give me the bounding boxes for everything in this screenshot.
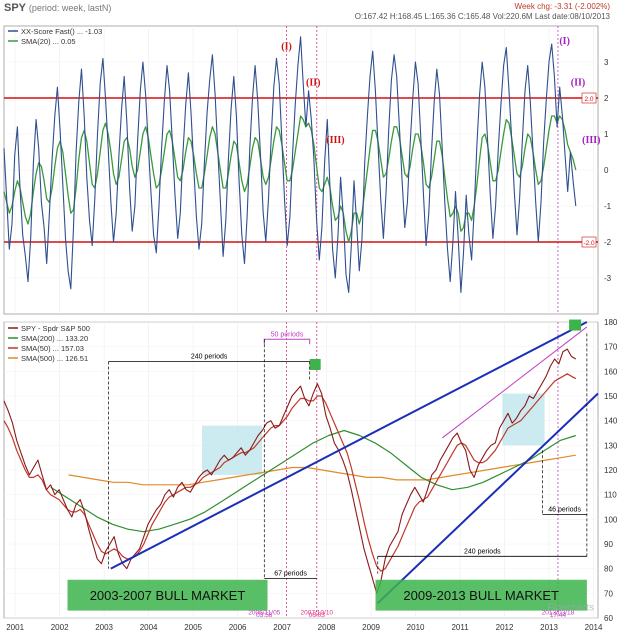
legend-entry: SMA(20) ... 0.05 [21, 37, 76, 46]
legend-entry: SPY - Spdr S&P 500 [21, 324, 90, 333]
trendline-lower [377, 392, 599, 604]
x-tick-label: 2009 [362, 623, 380, 632]
top-y-tick-label: 3 [604, 58, 609, 67]
wave-annotation: (III) [582, 135, 600, 146]
trendline-channel [441, 326, 588, 439]
span-240-right-label: 240 periods [464, 548, 501, 555]
bottom-y-tick-label: 160 [604, 367, 618, 376]
bottom-y-tick-label: 150 [604, 392, 618, 401]
x-tick-label: 2003 [95, 623, 113, 632]
span-67-label: 67 periods [274, 571, 307, 578]
date-label-2013: 2013/03/18 [542, 609, 575, 616]
x-tick-label: 2007 [273, 623, 291, 632]
top-y-tick-label: 1 [604, 130, 609, 139]
symbol-label: SPY [4, 2, 26, 14]
ohlc-readout: O:167.42 H:168.45 L:165.36 C:165.48 Vol:… [354, 12, 610, 21]
date-label-2007: 2007/10/10 [301, 609, 334, 616]
time-label-2007: 06:03 [309, 612, 326, 619]
top-y-tick-label: 0 [604, 166, 609, 175]
time-label-2013: 17:44 [550, 612, 567, 619]
threshold-label: 2.0 [584, 96, 593, 103]
bull-banner-right-label: 2009-2013 BULL MARKET [403, 588, 559, 603]
threshold-badge [581, 236, 597, 248]
x-tick-label: 2011 [451, 623, 469, 632]
threshold-label: -2.0 [583, 240, 595, 247]
bottom-y-tick-label: 140 [604, 417, 618, 426]
bull-banner-left-label: 2003-2007 BULL MARKET [90, 588, 246, 603]
bottom-y-tick-label: 170 [604, 343, 618, 352]
wave-annotation: (I) [559, 36, 570, 47]
x-tick-label: 2005 [184, 623, 202, 632]
sma20-line [3, 115, 577, 243]
sma200-line [50, 429, 576, 533]
wave-annotation: (II) [571, 77, 585, 88]
wave-annotation: (III) [326, 135, 344, 146]
date-label-2006: 2006/11/05 [248, 609, 280, 616]
span-50-label: 50 periods [271, 331, 304, 338]
watermark: Finecharts [547, 603, 594, 614]
x-tick-label: 2014 [585, 623, 603, 632]
highlight-box-2005 [202, 425, 263, 475]
chart-title: SPY (period: week, lastN) [4, 2, 111, 14]
x-tick-label: 2004 [140, 623, 158, 632]
x-tick-label: 2013 [540, 623, 558, 632]
wave-annotation: (II) [306, 77, 320, 88]
time-label-2006: 03:58 [256, 612, 273, 619]
peak-marker-2013 [569, 319, 582, 331]
peak-marker-2007 [309, 359, 321, 370]
highlight-box-2012 [502, 393, 545, 446]
top-y-tick-label: -1 [604, 202, 612, 211]
price-line [3, 348, 577, 594]
trendline-upper [110, 321, 588, 570]
bottom-y-tick-label: 70 [604, 589, 613, 598]
legend-entry: SMA(200) ... 133.20 [21, 334, 88, 343]
bottom-y-tick-label: 120 [604, 466, 618, 475]
threshold-badge [581, 92, 597, 104]
bottom-y-tick-label: 130 [604, 441, 618, 450]
x-tick-label: 2001 [6, 623, 24, 632]
x-tick-label: 2010 [407, 623, 425, 632]
sma50-line [3, 373, 577, 572]
x-tick-label: 2006 [229, 623, 247, 632]
top-y-tick-label: -3 [604, 274, 612, 283]
span-240-left-label: 240 periods [191, 353, 228, 360]
bottom-y-tick-label: 90 [604, 540, 613, 549]
x-tick-label: 2008 [318, 623, 336, 632]
sma500-line [68, 454, 576, 486]
bottom-y-tick-label: 80 [604, 565, 613, 574]
x-tick-label: 2002 [51, 623, 69, 632]
legend-entry: SMA(50) ... 157.03 [21, 344, 84, 353]
top-y-tick-label: -2 [604, 238, 612, 247]
bottom-y-tick-label: 180 [604, 318, 618, 327]
xx-score-line [3, 36, 577, 293]
legend-entry: XX-Score Fast() ... -1.03 [21, 27, 102, 36]
period-label: (period: week, lastN) [28, 3, 112, 13]
bull-banner-right [375, 579, 587, 611]
week-change: Week chg: -3.31 (-2.002%) [514, 2, 610, 11]
top-y-tick-label: 2 [604, 94, 609, 103]
legend-entry: SMA(500) ... 126.51 [21, 354, 88, 363]
bottom-y-tick-label: 60 [604, 614, 613, 623]
bottom-y-tick-label: 110 [604, 491, 617, 500]
bull-banner-left [67, 579, 268, 611]
bottom-y-tick-label: 100 [604, 515, 618, 524]
span-46-label: 46 periods [548, 506, 581, 513]
wave-annotation: (I) [281, 41, 292, 52]
x-tick-label: 2012 [496, 623, 514, 632]
